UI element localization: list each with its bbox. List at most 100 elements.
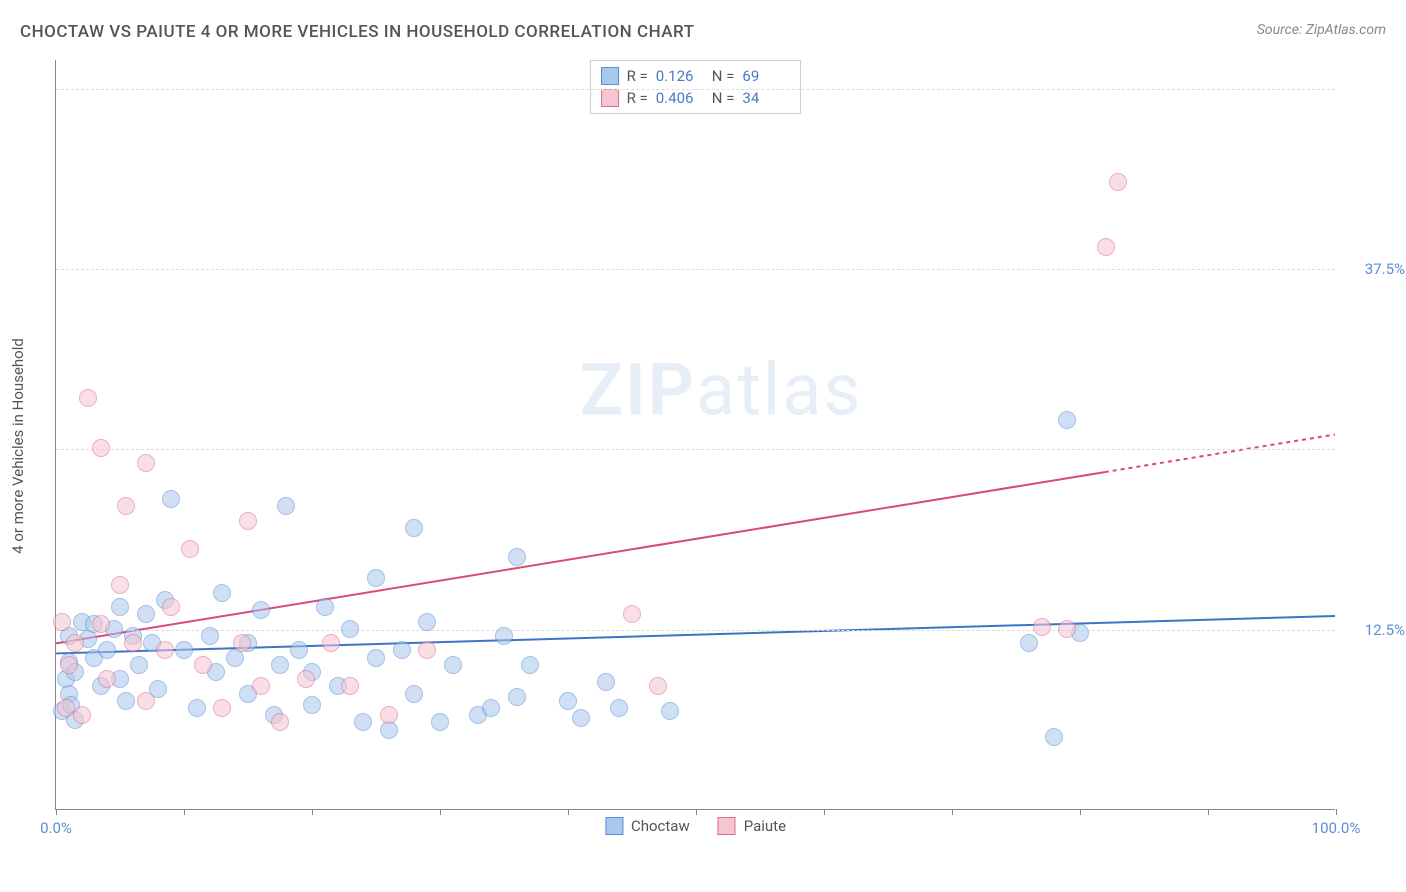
n-value: 34	[742, 89, 790, 107]
data-point	[418, 613, 436, 631]
data-point	[572, 709, 590, 727]
data-point	[354, 713, 372, 731]
y-axis-title: 4 or more Vehicles in Household	[9, 338, 27, 554]
data-point	[252, 677, 270, 695]
data-point	[162, 490, 180, 508]
source-attribution: Source: ZipAtlas.com	[1257, 22, 1386, 38]
data-point	[1058, 411, 1076, 429]
data-point	[297, 670, 315, 688]
r-value: 0.126	[656, 67, 704, 85]
data-point	[137, 454, 155, 472]
data-point	[316, 598, 334, 616]
data-point	[111, 576, 129, 594]
data-point	[181, 540, 199, 558]
grid-line	[56, 630, 1335, 631]
stats-legend: R =0.126N =69R =0.406N =34	[590, 60, 802, 114]
grid-line	[56, 449, 1335, 450]
data-point	[610, 699, 628, 717]
watermark: ZIPatlas	[580, 347, 863, 432]
plot-area: ZIPatlas R =0.126N =69R =0.406N =34 Choc…	[55, 60, 1335, 810]
data-point	[277, 497, 295, 515]
x-tick	[568, 809, 569, 815]
x-tick	[696, 809, 697, 815]
data-point	[60, 656, 78, 674]
watermark-rest: atlas	[696, 347, 863, 432]
data-point	[130, 656, 148, 674]
data-point	[213, 584, 231, 602]
data-point	[661, 702, 679, 720]
x-tick	[952, 809, 953, 815]
data-point	[252, 601, 270, 619]
x-tick	[440, 809, 441, 815]
data-point	[341, 677, 359, 695]
data-point	[649, 677, 667, 695]
data-point	[137, 692, 155, 710]
data-point	[508, 548, 526, 566]
data-point	[431, 713, 449, 731]
grid-line	[56, 89, 1335, 90]
data-point	[156, 641, 174, 659]
data-point	[290, 641, 308, 659]
legend-label: Paiute	[744, 817, 786, 835]
data-point	[393, 641, 411, 659]
data-point	[92, 615, 110, 633]
data-point	[162, 598, 180, 616]
x-tick	[1080, 809, 1081, 815]
data-point	[271, 656, 289, 674]
data-point	[1045, 728, 1063, 746]
y-tick-label: 12.5%	[1345, 621, 1405, 639]
legend-swatch	[601, 67, 619, 85]
legend-swatch	[601, 89, 619, 107]
data-point	[98, 670, 116, 688]
data-point	[380, 706, 398, 724]
data-point	[92, 439, 110, 457]
data-point	[213, 699, 231, 717]
data-point	[73, 706, 91, 724]
legend-swatch	[605, 817, 623, 835]
chart-title: CHOCTAW VS PAIUTE 4 OR MORE VEHICLES IN …	[20, 22, 695, 42]
data-point	[367, 569, 385, 587]
data-point	[1033, 618, 1051, 636]
y-tick-label: 37.5%	[1345, 260, 1405, 278]
x-tick	[184, 809, 185, 815]
data-point	[1097, 238, 1115, 256]
data-point	[117, 497, 135, 515]
legend-label: Choctaw	[631, 817, 690, 835]
data-point	[418, 641, 436, 659]
data-point	[233, 634, 251, 652]
data-point	[1109, 173, 1127, 191]
legend-item: Paiute	[718, 817, 786, 835]
data-point	[201, 627, 219, 645]
n-label: N =	[712, 89, 735, 107]
data-point	[98, 641, 116, 659]
legend-swatch	[718, 817, 736, 835]
x-tick-label: 100.0%	[1312, 819, 1361, 837]
r-label: R =	[627, 67, 648, 85]
data-point	[521, 656, 539, 674]
data-point	[623, 605, 641, 623]
x-tick	[312, 809, 313, 815]
data-point	[175, 641, 193, 659]
x-tick	[824, 809, 825, 815]
data-point	[1058, 620, 1076, 638]
data-point	[66, 634, 84, 652]
x-tick	[56, 809, 57, 815]
n-label: N =	[712, 67, 735, 85]
data-point	[405, 685, 423, 703]
data-point	[341, 620, 359, 638]
data-point	[1020, 634, 1038, 652]
x-tick-label: 0.0%	[40, 819, 72, 837]
x-tick	[1336, 809, 1337, 815]
data-point	[597, 673, 615, 691]
data-point	[405, 519, 423, 537]
stats-legend-row: R =0.126N =69	[601, 65, 791, 87]
data-point	[117, 692, 135, 710]
data-point	[322, 634, 340, 652]
data-point	[444, 656, 462, 674]
legend-item: Choctaw	[605, 817, 690, 835]
data-point	[188, 699, 206, 717]
data-point	[194, 656, 212, 674]
data-point	[303, 696, 321, 714]
data-point	[124, 634, 142, 652]
data-point	[271, 713, 289, 731]
